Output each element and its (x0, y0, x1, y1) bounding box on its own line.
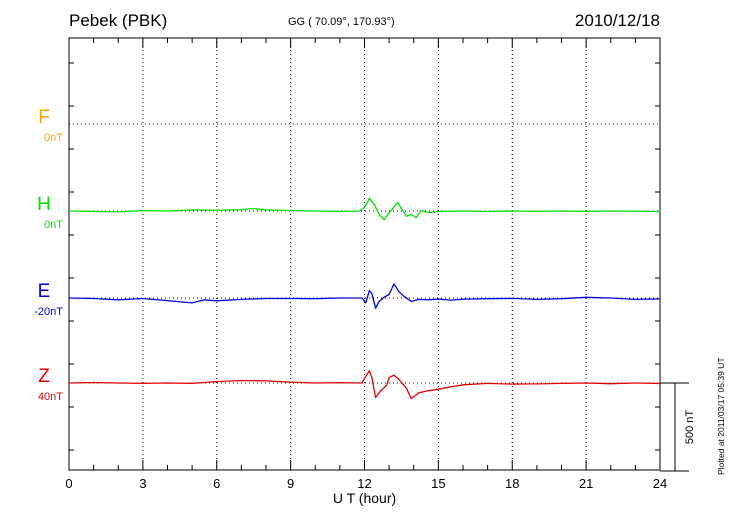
series-line-e (68, 283, 661, 309)
series-name-f: F (38, 107, 50, 128)
series-name-z: Z (38, 366, 50, 387)
scale-bar-label: 500 nT (684, 410, 696, 445)
x-tick-label: 3 (139, 476, 146, 491)
station-title: Pebek (PBK) (69, 11, 168, 30)
series-offset-f: 0nT (44, 132, 63, 144)
x-tick-label: 15 (431, 476, 445, 491)
series-offset-z: 40nT (38, 391, 63, 403)
date-label: 2010/12/18 (574, 11, 660, 30)
series-offset-h: 0nT (44, 219, 63, 231)
plotted-timestamp: Plotted at 2011/03/17 05:39 UT (716, 357, 726, 475)
series-line-h (68, 197, 661, 221)
series-name-e: E (38, 281, 51, 302)
x-tick-label: 18 (505, 476, 519, 491)
x-tick-label: 12 (357, 476, 371, 491)
x-tick-label: 9 (287, 476, 294, 491)
x-tick-label: 21 (579, 476, 593, 491)
x-tick-label: 0 (65, 476, 72, 491)
x-tick-label: 6 (213, 476, 220, 491)
series-line-z (68, 370, 661, 400)
x-axis-label: U T (hour) (333, 490, 396, 506)
series-offset-e: -20nT (34, 306, 63, 318)
series-name-h: H (37, 194, 51, 215)
coordinates-label: GG ( 70.09°, 170.93°) (288, 16, 395, 28)
x-tick-label: 24 (653, 476, 667, 491)
